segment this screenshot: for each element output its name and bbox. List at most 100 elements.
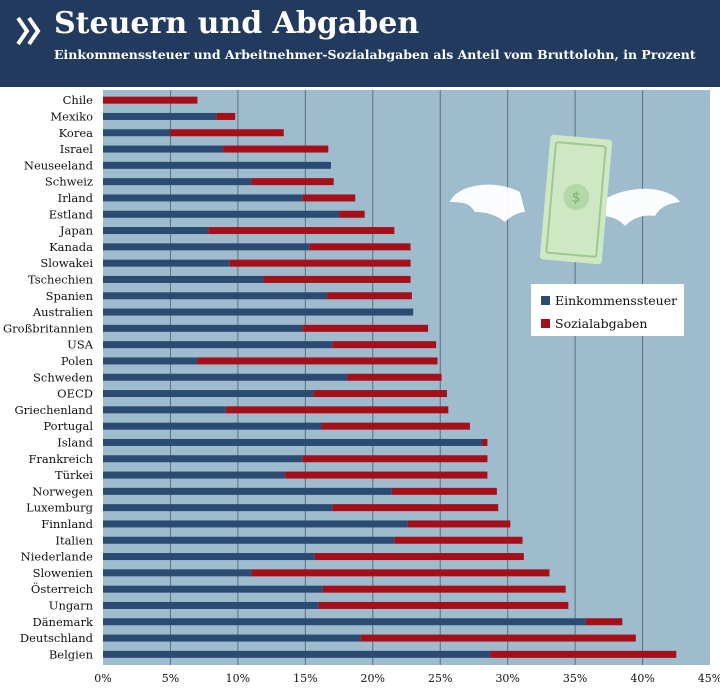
bar-mexiko-einkommenssteuer	[103, 112, 217, 120]
bar-osterreich-einkommenssteuer	[103, 585, 323, 593]
category-label-polen: Polen	[61, 354, 94, 368]
flying-money-with-wings-icon: $	[450, 134, 680, 265]
bar-spanien-einkommenssteuer	[103, 292, 327, 300]
bar-kanada-sozialabgaben	[309, 243, 411, 251]
bar-belgien-sozialabgaben	[490, 650, 677, 658]
category-label-neuseeland: Neuseeland	[24, 158, 94, 172]
bar-luxemburg-sozialabgaben	[332, 504, 499, 512]
category-label-island: Island	[57, 435, 93, 449]
category-label-italien: Italien	[55, 533, 93, 547]
category-label-tschechien: Tschechien	[28, 272, 94, 286]
category-label-griechenland: Griechenland	[14, 403, 93, 417]
bar-danemark-sozialabgaben	[585, 618, 623, 626]
bar-niederlande-einkommenssteuer	[103, 553, 315, 561]
bars	[103, 96, 677, 658]
bar-island-einkommenssteuer	[103, 438, 483, 446]
x-tick-labels: 0% 5% 10% 15% 20% 25% 30% 35% 40% 45%	[94, 672, 720, 685]
category-label-deutschland: Deutschland	[20, 631, 94, 645]
x-tick-label: 30%	[495, 672, 519, 685]
bar-irland-einkommenssteuer	[103, 194, 303, 202]
category-label-oecd: OECD	[57, 387, 93, 401]
bar-norwegen-sozialabgaben	[391, 487, 497, 495]
legend-swatch-einkommenssteuer	[541, 296, 550, 305]
x-tick-label: 5%	[162, 672, 179, 685]
category-label-belgien: Belgien	[49, 647, 94, 661]
bar-korea-sozialabgaben	[170, 129, 284, 137]
bar-schweiz-sozialabgaben	[251, 178, 334, 186]
x-tick-label: 40%	[630, 672, 654, 685]
bar-deutschland-einkommenssteuer	[103, 634, 361, 642]
bar-tschechien-einkommenssteuer	[103, 275, 264, 283]
x-tick-label: 20%	[361, 672, 385, 685]
category-label-mexiko: Mexiko	[50, 109, 93, 123]
category-label-danemark: Dänemark	[32, 615, 94, 629]
category-label-portugal: Portugal	[43, 419, 93, 433]
bar-danemark-einkommenssteuer	[103, 618, 586, 626]
bar-oecd-einkommenssteuer	[103, 390, 314, 398]
legend-box	[531, 284, 684, 336]
bar-japan-sozialabgaben	[208, 227, 395, 235]
bar-chile-sozialabgaben	[103, 96, 198, 104]
bar-mexiko-sozialabgaben	[216, 112, 236, 120]
category-label-osterreich: Österreich	[31, 582, 94, 596]
bar-kanada-einkommenssteuer	[103, 243, 310, 251]
category-label-grossbritannien: Großbritannien	[3, 321, 94, 335]
bar-estland-sozialabgaben	[339, 210, 365, 218]
category-label-turkei: Türkei	[55, 468, 93, 482]
bar-schweden-einkommenssteuer	[103, 373, 348, 381]
category-labels: Chile Mexiko Korea Israel Neuseeland Schweiz I…	[3, 93, 94, 661]
bar-finnland-sozialabgaben	[407, 520, 511, 528]
bar-slowakei-einkommenssteuer	[103, 259, 230, 267]
bar-italien-sozialabgaben	[394, 536, 523, 544]
category-label-finnland: Finnland	[41, 517, 93, 531]
bar-belgien-einkommenssteuer	[103, 650, 491, 658]
x-tick-label: 15%	[293, 672, 317, 685]
bar-polen-einkommenssteuer	[103, 357, 198, 365]
category-label-schweden: Schweden	[33, 370, 94, 384]
bar-estland-einkommenssteuer	[103, 210, 340, 218]
header: Steuern und Abgaben Einkommenssteuer und…	[0, 0, 720, 87]
bar-chart: $ Chile Mexiko Korea Israel Neuseeland Schwei…	[3, 90, 720, 685]
bar-schweden-sozialabgaben	[347, 373, 442, 381]
x-tick-label: 25%	[428, 672, 452, 685]
x-tick-label: 0%	[94, 672, 111, 685]
bar-finnland-einkommenssteuer	[103, 520, 408, 528]
legend-label-sozialabgaben: Sozialabgaben	[555, 316, 647, 331]
legend-swatch-sozialabgaben	[541, 319, 550, 328]
category-label-estland: Estland	[49, 207, 94, 221]
double-chevron-icon	[16, 16, 41, 46]
bar-ungarn-einkommenssteuer	[103, 601, 319, 609]
x-tick-label: 35%	[563, 672, 587, 685]
category-label-israel: Israel	[60, 142, 94, 156]
bar-turkei-sozialabgaben	[285, 471, 488, 479]
bar-korea-einkommenssteuer	[103, 129, 171, 137]
category-label-kanada: Kanada	[49, 240, 93, 254]
legend-label-einkommenssteuer: Einkommenssteuer	[555, 293, 677, 308]
bar-niederlande-sozialabgaben	[314, 553, 524, 561]
x-tick-label: 45%	[698, 672, 720, 685]
legend: Einkommenssteuer Sozialabgaben	[531, 284, 684, 336]
bar-deutschland-sozialabgaben	[360, 634, 636, 642]
category-label-australien: Australien	[32, 305, 94, 319]
bar-usa-einkommenssteuer	[103, 341, 333, 349]
category-label-niederlande: Niederlande	[21, 550, 94, 564]
svg-text:$: $	[571, 190, 581, 207]
bar-spanien-sozialabgaben	[326, 292, 412, 300]
bar-griechenland-sozialabgaben	[225, 406, 449, 414]
category-label-chile: Chile	[63, 93, 94, 107]
bar-tschechien-sozialabgaben	[263, 275, 411, 283]
category-label-japan: Japan	[59, 224, 94, 238]
bar-oecd-sozialabgaben	[313, 390, 447, 398]
bar-portugal-einkommenssteuer	[103, 422, 322, 430]
bar-australien-einkommenssteuer	[103, 308, 414, 316]
bar-osterreich-sozialabgaben	[322, 585, 566, 593]
bar-griechenland-einkommenssteuer	[103, 406, 226, 414]
bar-israel-sozialabgaben	[223, 145, 329, 153]
category-label-ungarn: Ungarn	[49, 598, 94, 612]
category-label-usa: USA	[67, 338, 94, 352]
x-tick-label: 10%	[226, 672, 250, 685]
bar-frankreich-sozialabgaben	[302, 455, 488, 463]
category-label-schweiz: Schweiz	[45, 175, 93, 189]
bar-usa-sozialabgaben	[332, 341, 437, 349]
category-label-slowenien: Slowenien	[33, 566, 94, 580]
